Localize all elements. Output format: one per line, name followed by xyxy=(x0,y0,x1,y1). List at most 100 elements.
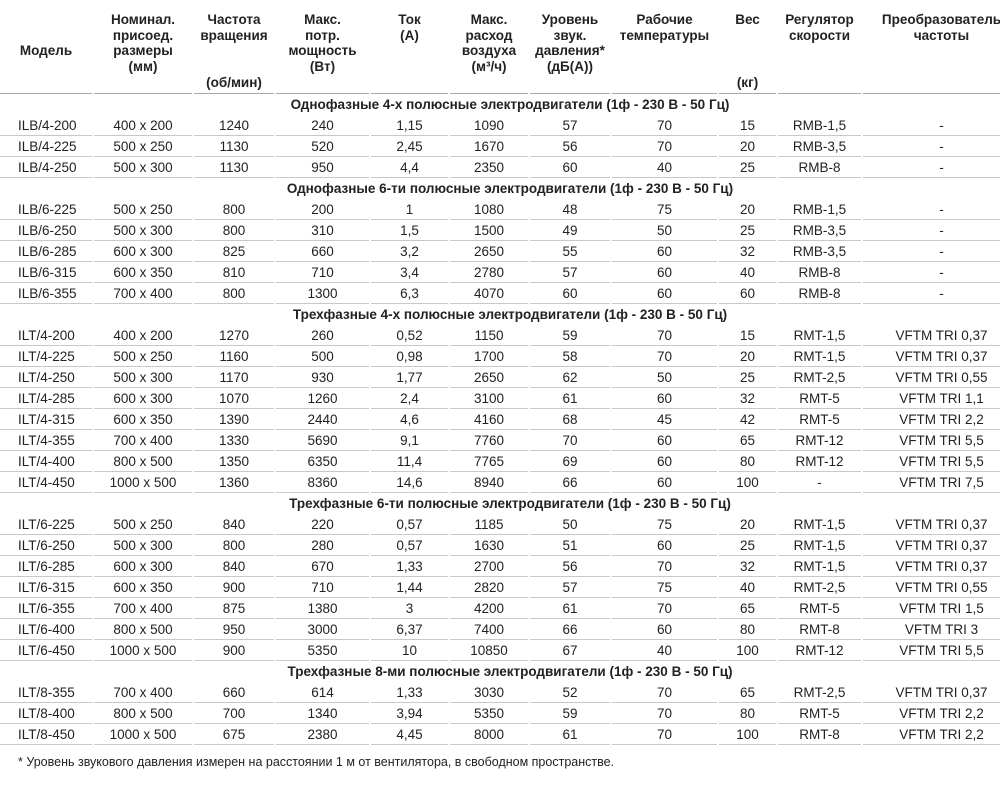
data-row: ILT/8-450 1000 x 500 675 2380 4,45 8000 61 70 10… xyxy=(0,724,1000,745)
header-line: Рабочие xyxy=(636,12,693,27)
cell: 60 xyxy=(612,472,717,493)
header-title: Модель xyxy=(0,43,92,59)
cell: 70 xyxy=(612,136,717,157)
cell: 710 xyxy=(276,262,369,283)
cell: 5690 xyxy=(276,430,369,451)
cell: 1670 xyxy=(450,136,528,157)
header-title: Вес xyxy=(719,12,776,28)
cell: 1700 xyxy=(450,346,528,367)
cell: 8000 xyxy=(450,724,528,745)
cell: 500 x 300 xyxy=(94,535,192,556)
cell: 614 xyxy=(276,682,369,703)
cell: 1000 x 500 xyxy=(94,472,192,493)
cell: RMT-2,5 xyxy=(778,367,861,388)
cell: 70 xyxy=(612,598,717,619)
cell: 70 xyxy=(612,115,717,136)
cell: - xyxy=(778,472,861,493)
column-header: Частота вращения (об/мин) xyxy=(194,0,274,94)
cell: 40 xyxy=(612,157,717,178)
cell: 4160 xyxy=(450,409,528,430)
cell: 0,98 xyxy=(371,346,448,367)
cell: 0,57 xyxy=(371,514,448,535)
cell: 500 xyxy=(276,346,369,367)
model-cell: ILB/4-250 xyxy=(0,157,92,178)
header-content: Номинал. присоед. размеры (мм) xyxy=(94,0,192,90)
cell: RMB-8 xyxy=(778,262,861,283)
cell: 0,52 xyxy=(371,325,448,346)
cell: - xyxy=(863,199,1000,220)
model-cell: ILT/6-250 xyxy=(0,535,92,556)
cell: 1 xyxy=(371,199,448,220)
cell: 60 xyxy=(612,283,717,304)
cell: 1,15 xyxy=(371,115,448,136)
cell: VFTM TRI 0,55 xyxy=(863,367,1000,388)
cell: RMT-8 xyxy=(778,724,861,745)
cell: 100 xyxy=(719,724,776,745)
cell: 3100 xyxy=(450,388,528,409)
data-row: ILT/6-225 500 x 250 840 220 0,57 1185 50 75 20 RM… xyxy=(0,514,1000,535)
data-row: ILT/4-355 700 x 400 1330 5690 9,1 7760 70 60 65 R… xyxy=(0,430,1000,451)
data-row: ILT/4-450 1000 x 500 1360 8360 14,6 8940 66 60 1… xyxy=(0,472,1000,493)
cell: 500 x 300 xyxy=(94,367,192,388)
cell: 1150 xyxy=(450,325,528,346)
header-content: Рабочие температуры xyxy=(612,0,717,90)
cell: 20 xyxy=(719,346,776,367)
data-row: ILT/6-355 700 x 400 875 1380 3 4200 61 70 65 RMT-… xyxy=(0,598,1000,619)
cell: - xyxy=(863,220,1000,241)
header-line: Частота xyxy=(207,12,261,27)
cell: - xyxy=(863,262,1000,283)
header-title: Макс. расход воздуха (м³/ч) xyxy=(450,12,528,74)
cell: 2350 xyxy=(450,157,528,178)
cell: 710 xyxy=(276,577,369,598)
header-line: Уровень xyxy=(541,12,599,27)
cell: 1130 xyxy=(194,136,274,157)
header-line: Преобразователь xyxy=(881,12,1000,27)
cell: 15 xyxy=(719,115,776,136)
header-line: Ток xyxy=(398,12,421,27)
cell: 2,4 xyxy=(371,388,448,409)
header-title: Преобразователь частоты xyxy=(863,12,1000,43)
cell: 60 xyxy=(612,430,717,451)
cell: 600 x 300 xyxy=(94,556,192,577)
cell: 45 xyxy=(612,409,717,430)
cell: 6,37 xyxy=(371,619,448,640)
cell: RMT-12 xyxy=(778,640,861,661)
model-cell: ILT/4-250 xyxy=(0,367,92,388)
cell: 600 x 300 xyxy=(94,388,192,409)
cell: 57 xyxy=(530,115,610,136)
cell: RMT-1,5 xyxy=(778,514,861,535)
cell: 48 xyxy=(530,199,610,220)
cell: 1360 xyxy=(194,472,274,493)
cell: 66 xyxy=(530,472,610,493)
section-row: Однофазные 4-х полюсные электродвигатели… xyxy=(0,94,1000,115)
header-line: мощность xyxy=(288,43,357,58)
cell: 3,2 xyxy=(371,241,448,262)
model-cell: ILT/8-400 xyxy=(0,703,92,724)
header-content: Модель xyxy=(0,0,92,90)
header-line: воздуха xyxy=(461,43,517,58)
header-line: Регулятор xyxy=(785,12,854,27)
header-title: Ток (A) xyxy=(371,12,448,43)
cell: 310 xyxy=(276,220,369,241)
data-row: ILB/4-250 500 x 300 1130 950 4,4 2350 60 40 25 RM… xyxy=(0,157,1000,178)
cell: RMB-8 xyxy=(778,283,861,304)
cell: 70 xyxy=(612,724,717,745)
header-line: потр. xyxy=(305,27,340,43)
data-row: ILB/4-200 400 x 200 1240 240 1,15 1090 57 70 15 R… xyxy=(0,115,1000,136)
model-cell: ILB/6-250 xyxy=(0,220,92,241)
cell: RMB-3,5 xyxy=(778,136,861,157)
cell: 60 xyxy=(612,451,717,472)
data-row: ILT/4-285 600 x 300 1070 1260 2,4 3100 61 60 32 R… xyxy=(0,388,1000,409)
cell: RMT-5 xyxy=(778,703,861,724)
cell: 700 x 400 xyxy=(94,430,192,451)
cell: 840 xyxy=(194,514,274,535)
cell: VFTM TRI 5,5 xyxy=(863,640,1000,661)
cell: 80 xyxy=(719,451,776,472)
data-row: ILB/4-225 500 x 250 1130 520 2,45 1670 56 70 20 R… xyxy=(0,136,1000,157)
header-line: (Вт) xyxy=(309,58,336,74)
cell: 69 xyxy=(530,451,610,472)
cell: VFTM TRI 0,37 xyxy=(863,682,1000,703)
header-line: Номинал. xyxy=(110,12,176,27)
cell: 5350 xyxy=(276,640,369,661)
column-header: Преобразователь частоты xyxy=(863,0,1000,94)
